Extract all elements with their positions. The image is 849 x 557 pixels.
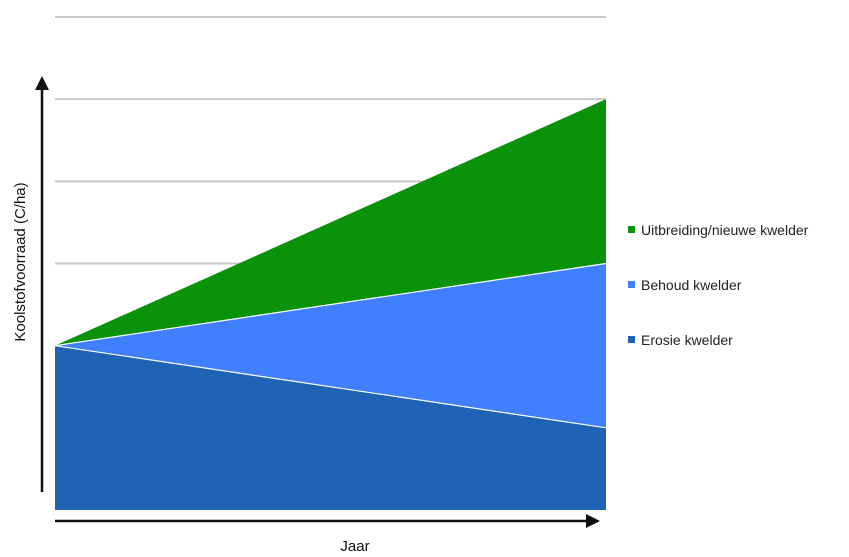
area-boundary-line: [54, 345, 607, 429]
legend: Uitbreiding/nieuwe kwelder Behoud kwelder…: [628, 222, 809, 348]
axes: [35, 76, 600, 528]
x-axis-arrowhead: [586, 514, 600, 528]
legend-label: Erosie kwelder: [641, 332, 733, 348]
legend-swatch: [628, 281, 635, 288]
legend-item: Erosie kwelder: [628, 332, 733, 348]
x-axis-title: Jaar: [340, 538, 369, 555]
legend-label: Behoud kwelder: [641, 277, 742, 293]
legend-swatch: [628, 226, 635, 233]
area-boundary-line: [54, 262, 607, 347]
legend-item: Behoud kwelder: [628, 277, 742, 293]
y-axis-title: Koolstofvoorraad (C/ha): [12, 182, 29, 341]
legend-label: Uitbreiding/nieuwe kwelder: [641, 222, 809, 238]
area-erosie-kwelder: [55, 345, 606, 510]
plot-areas: [54, 99, 607, 510]
legend-item: Uitbreiding/nieuwe kwelder: [628, 222, 809, 238]
y-axis-arrowhead: [35, 76, 49, 90]
area-behoud-kwelder: [55, 263, 606, 428]
legend-swatch: [628, 336, 635, 343]
